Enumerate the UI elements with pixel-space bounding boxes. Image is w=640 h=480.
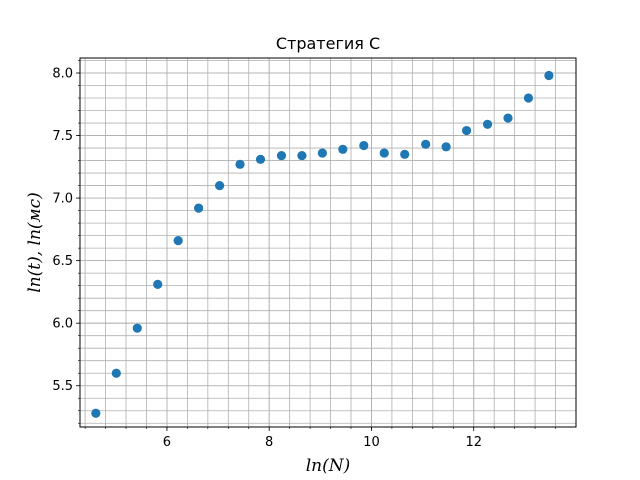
data-point (297, 150, 307, 161)
data-point (379, 148, 389, 158)
y-axis-label: ln(t), ln(мс) (25, 192, 45, 293)
y-tick-label: 6.5 (52, 254, 73, 269)
x-tick-label: 8 (265, 435, 273, 450)
data-point (544, 70, 554, 81)
y-tick-label: 7.0 (52, 192, 73, 207)
x-tick-label: 12 (465, 435, 482, 450)
y-tick-label: 5.5 (52, 379, 73, 394)
y-tick-label: 7.5 (52, 129, 73, 144)
data-point (503, 113, 513, 123)
data-point (111, 368, 121, 378)
data-point (91, 408, 101, 418)
tick-labels: 6 8 10 12 5.5 6.0 6.5 7.0 7.5 8.0 (52, 67, 482, 450)
data-point (359, 140, 369, 151)
axes-frame (79, 57, 577, 428)
data-point (214, 180, 225, 191)
data-point (317, 148, 327, 158)
minor-grid (80, 58, 576, 427)
data-point (523, 93, 534, 103)
axis-ticks (76, 60, 556, 431)
data-point (153, 279, 163, 290)
data-point (421, 139, 431, 149)
data-point (255, 154, 266, 164)
data-point (461, 125, 472, 136)
y-tick-label: 8.0 (52, 67, 73, 82)
data-point (194, 203, 204, 213)
x-axis-label: ln(N) (306, 456, 351, 476)
x-tick-label: 6 (163, 435, 171, 450)
chart-title: Стратегия С (276, 34, 380, 53)
data-points (91, 70, 554, 418)
data-point (276, 150, 287, 161)
data-point (338, 144, 348, 154)
data-point (400, 149, 410, 159)
y-tick-label: 6.0 (52, 317, 73, 332)
data-point (482, 119, 493, 129)
data-point (132, 323, 142, 333)
data-point (173, 236, 183, 246)
data-point (235, 159, 245, 169)
data-point (441, 142, 451, 152)
major-grid (80, 58, 576, 427)
x-tick-label: 10 (363, 435, 380, 450)
